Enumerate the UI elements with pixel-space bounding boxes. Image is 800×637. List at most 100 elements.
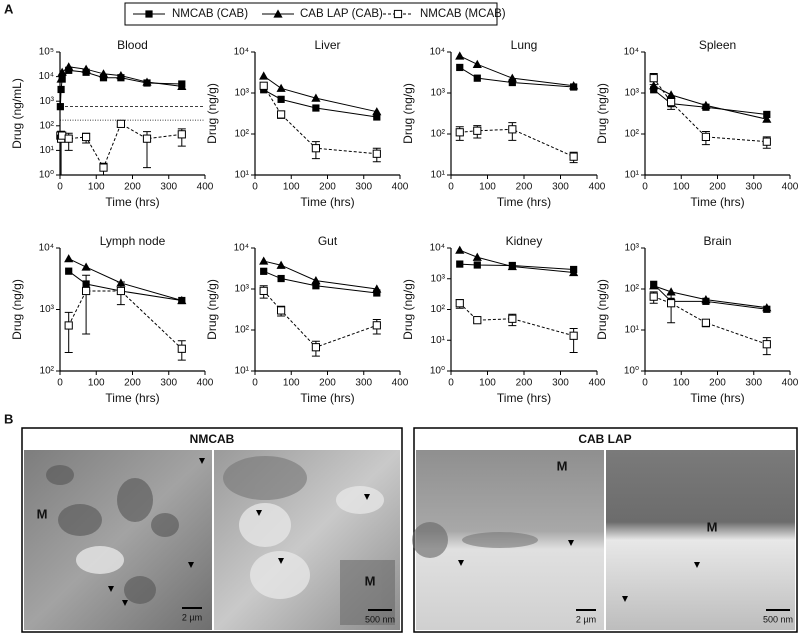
marker: [649, 81, 659, 90]
marker: [373, 113, 381, 121]
marker: [142, 77, 152, 86]
marker: [649, 281, 659, 290]
marker: [762, 137, 771, 146]
y-tick-label: 10³: [625, 88, 640, 99]
series-line: [459, 302, 574, 337]
marker: [276, 83, 286, 92]
arrowheads: [108, 458, 700, 606]
y-tick-label: 10⁵: [39, 47, 54, 58]
marker: [56, 103, 64, 111]
y-tick-label: 10⁴: [234, 47, 249, 58]
x-tick-label: 400: [782, 378, 799, 389]
series-line: [653, 85, 767, 120]
y-tick-label: 10²: [625, 129, 640, 140]
x-axis-label: Time (hrs): [105, 391, 159, 405]
panel-title: NMCAB: [190, 432, 235, 446]
marker: [455, 128, 464, 137]
x-tick-label: 0: [448, 182, 454, 193]
marker: [81, 64, 91, 73]
marker: [99, 74, 108, 82]
marker: [64, 321, 73, 330]
x-axis-label: Time (hrs): [497, 195, 551, 209]
marker: [569, 331, 578, 340]
series-line: [653, 285, 767, 309]
marker: [763, 110, 771, 119]
x-axis-label: Time (hrs): [497, 391, 551, 405]
series-line: [459, 263, 574, 270]
y-tick-label: 10⁴: [234, 243, 249, 254]
marker: [473, 126, 482, 135]
x-tick-label: 300: [160, 182, 177, 193]
y-tick-label: 10³: [625, 243, 640, 254]
marker: [649, 292, 658, 301]
x-tick-label: 400: [589, 378, 606, 389]
marker: [455, 299, 464, 308]
x-axis-label: Time (hrs): [690, 195, 744, 209]
marker: [762, 114, 772, 123]
y-tick-label: 10⁴: [39, 71, 54, 82]
x-tick-label: 400: [589, 182, 606, 193]
marker: [81, 262, 91, 271]
y-tick-label: 10²: [431, 129, 446, 140]
marker: [98, 69, 109, 78]
chart-title: Spleen: [699, 38, 736, 52]
x-tick-label: 200: [124, 378, 141, 389]
marker: [508, 125, 517, 134]
y-tick-label: 10⁴: [430, 47, 445, 58]
x-tick-label: 300: [355, 182, 372, 193]
series-line: [68, 270, 182, 302]
x-tick-label: 400: [197, 182, 214, 193]
x-tick-label: 100: [673, 378, 690, 389]
marker: [472, 59, 482, 68]
marker: [57, 67, 67, 76]
marker: [277, 274, 285, 283]
series-line: [653, 77, 767, 143]
series-line: [459, 128, 574, 158]
y-tick-label: 10³: [235, 284, 250, 295]
x-tick-label: 200: [516, 182, 533, 193]
y-axis-label: Drug (ng/g): [401, 279, 415, 340]
y-tick-label: 10¹: [235, 366, 250, 377]
y-axis-label: Drug (ng/g): [595, 279, 609, 340]
panel-label: B: [4, 411, 13, 426]
y-tick-label: 10⁴: [430, 243, 445, 254]
marker: [701, 132, 710, 141]
marker: [259, 71, 269, 80]
marker: [312, 282, 320, 290]
marker: [311, 144, 320, 153]
x-tick-label: 300: [355, 378, 372, 389]
x-tick-label: 200: [319, 378, 336, 389]
scale-bars: [182, 607, 790, 611]
marker: [507, 261, 517, 271]
series-line: [68, 290, 183, 350]
region-label: M: [707, 519, 718, 534]
x-tick-label: 300: [745, 182, 762, 193]
x-tick-label: 100: [479, 378, 496, 389]
x-tick-label: 100: [479, 182, 496, 193]
marker: [116, 119, 126, 128]
micrograph-detail: [46, 456, 538, 625]
x-axis-label: Time (hrs): [300, 195, 354, 209]
y-tick-label: 10²: [625, 284, 640, 295]
series-line: [263, 89, 377, 118]
x-tick-label: 0: [642, 378, 648, 389]
x-tick-label: 400: [197, 378, 214, 389]
scale-bar-label: 500 nm: [763, 614, 793, 624]
marker: [56, 74, 66, 83]
marker: [311, 93, 321, 102]
marker: [701, 295, 711, 304]
y-tick-label: 10⁴: [39, 243, 54, 254]
region-label: M: [37, 506, 48, 521]
chart-title: Blood: [117, 38, 148, 52]
error-bar: [64, 311, 73, 353]
marker: [99, 163, 108, 172]
y-tick-label: 10⁰: [430, 366, 445, 377]
marker: [57, 85, 65, 94]
y-tick-label: 10³: [431, 273, 446, 284]
x-axis-label: Time (hrs): [300, 391, 354, 405]
marker: [259, 286, 268, 295]
x-tick-label: 200: [709, 182, 726, 193]
marker: [701, 100, 711, 109]
